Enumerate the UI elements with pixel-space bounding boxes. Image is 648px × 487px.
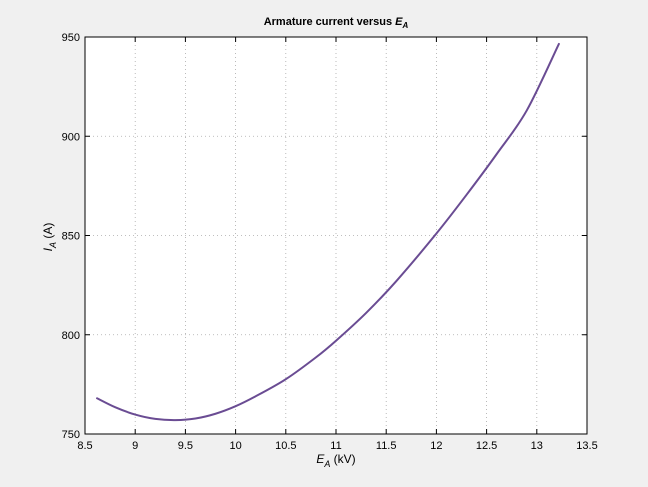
plot-area — [85, 37, 587, 434]
series-line — [96, 42, 560, 422]
x-tick-label: 9 — [132, 440, 138, 452]
y-axis-label: IA (A) — [41, 223, 58, 252]
y-tick-label: 900 — [62, 131, 80, 143]
ticks: 8.5 9 9.5 10 10.5 11 11.5 12 12.5 13 13.5 750 800 850… — [62, 32, 598, 452]
x-tick-label: 11.5 — [376, 440, 397, 452]
x-tick-label: 8.5 — [77, 440, 92, 452]
x-tick-label: 12 — [430, 440, 442, 452]
x-tick-label: 11 — [330, 440, 341, 452]
chart-title: Armature current versus EA — [264, 16, 409, 30]
y-tick-label: 750 — [62, 429, 80, 441]
y-tick-label: 800 — [62, 330, 80, 342]
x-axis-label: EA (kV) — [316, 452, 355, 469]
y-tick-label: 950 — [62, 32, 80, 44]
x-tick-label: 12.5 — [476, 440, 497, 452]
x-tick-label: 10 — [229, 440, 241, 452]
series-layer — [96, 42, 560, 422]
x-tick-label: 9.5 — [178, 440, 193, 452]
y-tick-label: 850 — [62, 231, 80, 243]
x-tick-label: 10.5 — [275, 440, 296, 452]
x-tick-label: 13.5 — [576, 440, 597, 452]
x-tick-label: 13 — [531, 440, 543, 452]
